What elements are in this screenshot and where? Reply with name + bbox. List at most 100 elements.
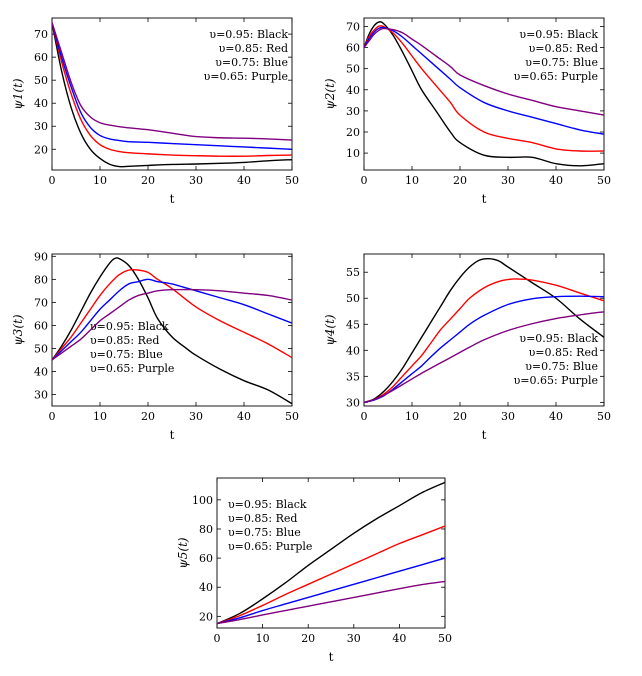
y-axis-label: ψ2(t) bbox=[323, 78, 337, 110]
plot-frame bbox=[51, 253, 293, 407]
y-tick-label: 10 bbox=[346, 147, 360, 160]
x-tick-label: 20 bbox=[453, 410, 467, 423]
y-tick-label: 30 bbox=[346, 396, 360, 409]
y-tick-label: 60 bbox=[34, 319, 48, 332]
legend-entry-blue: υ=0.75: Blue bbox=[90, 348, 163, 361]
y-tick-label: 40 bbox=[346, 344, 360, 357]
x-axis-label: t bbox=[170, 428, 175, 442]
legend-entry-purple: υ=0.65: Purple bbox=[514, 374, 598, 387]
legend-entry-black: υ=0.95: Black bbox=[228, 498, 307, 511]
x-tick-label: 0 bbox=[214, 632, 221, 645]
y-tick-label: 20 bbox=[199, 610, 213, 623]
series-line-red bbox=[52, 268, 292, 361]
chart-panel-4: 0 10 20 30 40 50 30 35 40 45 50 55 t ψ4(t) υ=0.95: Bla… bbox=[323, 253, 611, 442]
plot-frame bbox=[363, 253, 605, 407]
chart-panel-1: 0 10 20 30 40 50 20 30 40 50 60 70 t ψ1(t) υ=0.95: Bla… bbox=[11, 17, 299, 206]
series-line-purple bbox=[52, 288, 292, 361]
series-line-red bbox=[52, 22, 292, 157]
y-tick-label: 30 bbox=[34, 120, 48, 133]
legend-entry-black: υ=0.95: Black bbox=[519, 332, 598, 345]
plot-frame bbox=[51, 17, 293, 171]
x-tick-label: 30 bbox=[347, 632, 361, 645]
y-tick-label: 70 bbox=[346, 20, 360, 33]
legend-entry-purple: υ=0.65: Purple bbox=[514, 70, 598, 83]
y-tick-label: 30 bbox=[34, 388, 48, 401]
legend-entry-blue: υ=0.75: Blue bbox=[525, 56, 598, 69]
x-tick-label: 30 bbox=[501, 174, 515, 187]
x-axis-label: t bbox=[482, 428, 487, 442]
x-tick-label: 10 bbox=[93, 410, 107, 423]
x-tick-label: 10 bbox=[93, 174, 107, 187]
series-line-black bbox=[52, 257, 292, 405]
series-line-red bbox=[364, 25, 604, 152]
y-tick-label: 50 bbox=[34, 342, 48, 355]
x-tick-label: 10 bbox=[405, 410, 419, 423]
series-line-blue bbox=[364, 295, 604, 404]
y-tick-label: 50 bbox=[34, 74, 48, 87]
x-tick-label: 30 bbox=[189, 410, 203, 423]
x-tick-label: 50 bbox=[438, 632, 452, 645]
legend-entry-blue: υ=0.75: Blue bbox=[215, 56, 288, 69]
x-tick-label: 50 bbox=[285, 410, 299, 423]
legend-entry-red: υ=0.85: Red bbox=[529, 42, 598, 55]
chart-panel-2: 0 10 20 30 40 50 10 20 30 40 50 60 70 t ψ2(t) υ=0.95: B… bbox=[323, 17, 611, 206]
x-tick-label: 20 bbox=[453, 174, 467, 187]
y-tick-label: 40 bbox=[34, 365, 48, 378]
legend-entry-purple: υ=0.65: Purple bbox=[90, 362, 174, 375]
x-tick-label: 50 bbox=[597, 410, 611, 423]
series-line-red bbox=[364, 278, 604, 404]
x-axis-label: t bbox=[170, 192, 175, 206]
chart-panel-3: 0 10 20 30 40 50 30 40 50 60 70 80 90 t ψ3(t) υ=0.95: B… bbox=[11, 250, 299, 442]
x-tick-label: 0 bbox=[49, 174, 56, 187]
series-line-black bbox=[217, 481, 445, 625]
y-tick-label: 60 bbox=[34, 51, 48, 64]
y-axis-label: ψ4(t) bbox=[323, 314, 337, 346]
y-tick-label: 60 bbox=[346, 42, 360, 55]
x-tick-label: 40 bbox=[549, 410, 563, 423]
x-axis-label: t bbox=[329, 650, 334, 664]
series-line-blue bbox=[364, 26, 604, 135]
y-axis-label: ψ3(t) bbox=[11, 314, 25, 346]
y-tick-label: 20 bbox=[34, 143, 48, 156]
x-tick-label: 40 bbox=[237, 410, 251, 423]
series-line-blue bbox=[52, 22, 292, 150]
plot-frame bbox=[216, 477, 446, 629]
y-tick-label: 50 bbox=[346, 63, 360, 76]
y-tick-label: 40 bbox=[346, 84, 360, 97]
series-line-red bbox=[217, 525, 445, 625]
series-line-blue bbox=[217, 557, 445, 625]
legend-entry-black: υ=0.95: Black bbox=[90, 320, 169, 333]
x-tick-label: 20 bbox=[141, 174, 155, 187]
x-tick-label: 20 bbox=[141, 410, 155, 423]
x-axis-label: t bbox=[482, 192, 487, 206]
y-axis-label: ψ5(t) bbox=[176, 537, 190, 569]
series-line-black bbox=[52, 22, 292, 168]
y-tick-label: 40 bbox=[34, 97, 48, 110]
legend-entry-red: υ=0.85: Red bbox=[90, 334, 159, 347]
x-tick-label: 20 bbox=[301, 632, 315, 645]
x-tick-label: 0 bbox=[49, 410, 56, 423]
x-tick-label: 0 bbox=[361, 410, 368, 423]
y-tick-label: 35 bbox=[346, 370, 360, 383]
legend-entry-blue: υ=0.75: Blue bbox=[228, 526, 301, 539]
legend-entry-black: υ=0.95: Black bbox=[519, 28, 598, 41]
series-line-black bbox=[364, 21, 604, 167]
series-line-black bbox=[364, 257, 604, 404]
y-tick-label: 45 bbox=[346, 318, 360, 331]
legend-entry-purple: υ=0.65: Purple bbox=[204, 70, 288, 83]
y-axis-label: ψ1(t) bbox=[11, 78, 25, 110]
y-tick-label: 70 bbox=[34, 28, 48, 41]
x-tick-label: 30 bbox=[189, 174, 203, 187]
x-tick-label: 50 bbox=[285, 174, 299, 187]
y-tick-label: 70 bbox=[34, 296, 48, 309]
plot-frame bbox=[363, 17, 605, 171]
x-tick-label: 10 bbox=[405, 174, 419, 187]
x-tick-label: 40 bbox=[237, 174, 251, 187]
legend-entry-red: υ=0.85: Red bbox=[219, 42, 288, 55]
x-tick-label: 40 bbox=[549, 174, 563, 187]
y-tick-label: 80 bbox=[34, 273, 48, 286]
y-tick-label: 55 bbox=[346, 266, 360, 279]
x-tick-label: 50 bbox=[597, 174, 611, 187]
series-line-blue bbox=[52, 278, 292, 361]
y-tick-label: 100 bbox=[192, 494, 213, 507]
